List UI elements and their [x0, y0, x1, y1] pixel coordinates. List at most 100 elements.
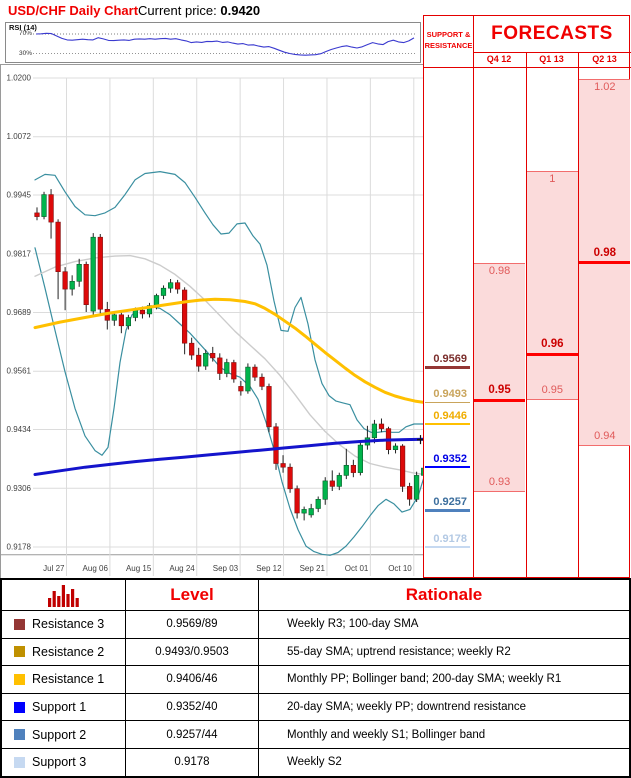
candle-body — [210, 352, 216, 359]
candle-body — [238, 386, 244, 392]
level-name-cell: Resistance 2 — [2, 639, 125, 666]
level-column-header: Level — [125, 580, 258, 610]
sr-level-line — [425, 366, 470, 369]
bollinger-lower-line — [34, 247, 424, 556]
candle-body — [69, 281, 75, 290]
bar-chart-icon — [47, 585, 79, 607]
candle-body — [125, 317, 131, 327]
candle-body — [308, 508, 314, 516]
current-price-label: Current price: — [138, 3, 221, 18]
table-row: Support 2 0.9257/44 Monthly and weekly S1;… — [2, 720, 629, 748]
candle-body — [175, 282, 181, 290]
candle-body — [259, 376, 265, 387]
level-rationale-cell: Monthly PP; Bollinger band; 200-day SMA;… — [258, 666, 629, 693]
y-axis-label: 0.9434 — [7, 425, 32, 434]
support-resistance-header: SUPPORT & RESISTANCE — [424, 30, 473, 51]
level-value-cell: 0.9569/89 — [125, 611, 258, 638]
rsi-panel: RSI (14) 70% 30% — [5, 22, 421, 63]
sma20-line — [34, 254, 424, 476]
sma55-line — [33, 297, 424, 404]
forecast-high-label: 1.02 — [594, 81, 616, 93]
candle-body — [301, 509, 307, 514]
candle-body — [132, 309, 139, 318]
price-chart: 1.0200 1.0072 0.9945 0.9817 0.9689 0.9561 0.94… — [0, 64, 424, 578]
forecast-central-label: 0.95 — [488, 384, 511, 397]
y-axis-label: 0.9945 — [7, 191, 32, 200]
x-axis-label: Aug 06 — [83, 564, 109, 573]
candle-body — [55, 221, 61, 273]
levels-table: Level Rationale Resistance 3 0.9569/89 Weekl… — [0, 578, 631, 778]
forecast-central-label: 0.96 — [541, 338, 564, 351]
candle-body — [322, 480, 328, 500]
sr-level-line — [425, 401, 470, 404]
forecast-col-q1-13: Q1 13 — [539, 54, 564, 64]
y-axis-label: 0.9178 — [7, 543, 32, 552]
rsi-chart — [33, 32, 417, 56]
candle-body — [294, 488, 300, 514]
candle-body — [343, 464, 349, 476]
level-name: Resistance 3 — [32, 617, 105, 632]
level-rationale-cell: Monthly and weekly S1; Bollinger band — [258, 721, 629, 748]
x-axis-label: Jul 27 — [43, 564, 65, 573]
level-name-cell: Resistance 1 — [2, 666, 125, 693]
candle-body — [168, 282, 174, 289]
candle-body — [266, 386, 272, 428]
level-name-cell: Support 2 — [2, 721, 125, 748]
current-price-value: 0.9420 — [220, 3, 261, 18]
level-value-cell: 0.9406/46 — [125, 666, 258, 693]
sr-level-label: 0.9493 — [433, 387, 467, 400]
level-rationale-cell: 55-day SMA; uptrend resistance; weekly R… — [258, 638, 629, 666]
sr-level-label: 0.9257 — [433, 496, 467, 509]
candle-body — [357, 444, 364, 473]
current-price: Current price: 0.9420 — [138, 3, 260, 18]
forecast-low-label: 0.93 — [488, 476, 511, 488]
level-name-cell: Support 3 — [2, 749, 125, 776]
candle-body — [378, 423, 385, 429]
candle-body — [48, 194, 54, 223]
candle-body — [90, 236, 96, 312]
level-name-cell: Support 1 — [2, 694, 125, 721]
sr-level-label: 0.9446 — [433, 409, 467, 422]
rsi-label: RSI (14) — [9, 23, 37, 32]
x-axis-label: Sep 12 — [256, 564, 282, 573]
candle-body — [139, 309, 146, 315]
level-name: Support 2 — [32, 727, 87, 742]
sr-level-label: 0.9569 — [433, 353, 467, 366]
y-axis-label: 0.9817 — [7, 249, 32, 258]
candle-body — [41, 194, 47, 217]
candle-body — [287, 466, 293, 490]
candle-body — [224, 362, 230, 374]
x-axis-label: Sep 03 — [213, 564, 239, 573]
bar-chart-icon-bar — [75, 598, 79, 607]
bollinger-upper-line — [34, 170, 424, 433]
candle-body — [392, 445, 399, 451]
candle-body — [413, 475, 420, 500]
candle-body — [273, 426, 279, 464]
candle-body — [146, 305, 153, 315]
level-rationale-cell: Weekly S2 — [258, 748, 629, 776]
rsi-line — [35, 32, 415, 56]
level-color-swatch — [14, 729, 25, 741]
forecast-col-q2-13: Q2 13 — [592, 54, 617, 64]
y-axis-label: 1.0200 — [7, 74, 32, 83]
table-row: Support 3 0.9178 Weekly S2 — [2, 747, 629, 776]
table-row: Resistance 3 0.9569/89 Weekly R3; 100-day … — [2, 610, 629, 638]
candle-body — [245, 366, 251, 392]
level-rationale-cell: Weekly R3; 100-day SMA — [258, 611, 629, 638]
forecast-header-divider — [473, 52, 631, 54]
level-name: Resistance 1 — [32, 672, 105, 687]
candle-body — [371, 423, 378, 439]
level-name: Support 3 — [32, 755, 87, 770]
forecast-range-box — [526, 170, 578, 401]
forecast-high-label: 0.98 — [488, 264, 511, 277]
table-row: Resistance 2 0.9493/0.9503 55-day SMA; upt… — [2, 637, 629, 666]
candle-body — [118, 314, 124, 327]
forecast-range-box — [473, 262, 526, 492]
bar-chart-icon-bar — [65, 594, 70, 607]
forecast-col-q4-12: Q4 12 — [486, 54, 512, 64]
candle-body — [406, 486, 413, 500]
sr-level-label: 0.9352 — [433, 452, 467, 465]
forecast-subheader-divider — [424, 67, 631, 69]
table-header-row: Level Rationale — [2, 580, 629, 610]
